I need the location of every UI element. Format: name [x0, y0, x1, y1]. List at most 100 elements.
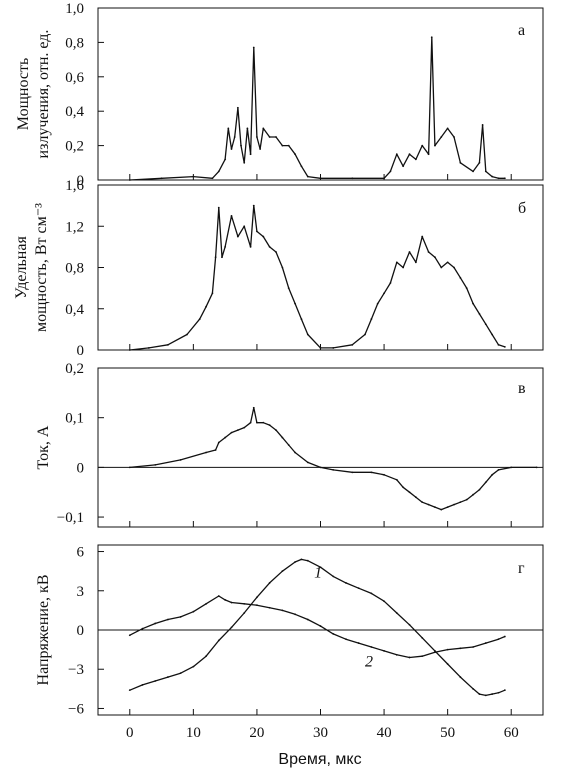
data-point	[167, 343, 169, 346]
data-point	[446, 506, 449, 509]
data-point	[383, 292, 385, 295]
data-point	[383, 177, 385, 180]
data-point	[370, 592, 373, 595]
x-tick-label: 30	[313, 725, 328, 741]
data-point	[294, 561, 296, 563]
data-point	[128, 466, 131, 469]
data-point	[287, 287, 290, 290]
data-point	[453, 136, 455, 138]
data-point	[421, 144, 424, 147]
data-point	[332, 347, 335, 349]
y-tick-label: 0,1	[65, 411, 84, 427]
x-axis-label: Время, мкс	[278, 751, 361, 768]
y-axis-label: излучения, отн. ед.	[35, 30, 52, 159]
data-point	[141, 684, 144, 686]
data-point	[268, 582, 271, 584]
panel-letter: в	[518, 380, 526, 397]
data-point	[434, 651, 436, 654]
y-axis-label: Напряжение, кВ	[35, 575, 52, 686]
data-point	[535, 466, 538, 469]
series-line-2	[129, 595, 506, 659]
data-point	[154, 622, 157, 625]
data-point	[306, 461, 309, 464]
x-tick-label: 50	[440, 725, 455, 741]
data-point	[446, 261, 449, 264]
data-point	[503, 177, 506, 180]
data-point	[484, 170, 487, 173]
series-line-1	[129, 36, 505, 181]
data-point	[205, 451, 207, 454]
data-point	[147, 347, 150, 349]
y-tick-label: 0,4	[65, 104, 84, 120]
data-point	[421, 655, 424, 658]
data-point	[224, 599, 227, 601]
data-point	[262, 127, 265, 130]
panel-1: 0 0,2 0,4 0,6 0,8 1,0 а Мощность излучения, отн.…	[15, 1, 544, 189]
data-point	[243, 225, 246, 228]
data-point	[179, 459, 182, 461]
data-point	[427, 251, 430, 253]
data-point	[465, 498, 468, 501]
data-point	[294, 613, 296, 616]
data-point	[319, 347, 322, 349]
data-point	[484, 323, 487, 326]
data-point	[268, 606, 271, 609]
data-point	[281, 570, 284, 573]
panel-letter: г	[518, 560, 525, 577]
data-point	[484, 694, 487, 697]
y-tick-label: 6	[77, 545, 85, 561]
plot-frame	[97, 367, 544, 528]
y-tick-label: 0	[77, 623, 85, 639]
data-point	[319, 625, 322, 627]
data-point	[402, 165, 405, 168]
data-point	[478, 161, 481, 164]
data-point	[402, 266, 405, 269]
data-point	[128, 179, 131, 181]
data-point	[256, 421, 258, 424]
data-point	[383, 650, 385, 652]
data-point	[300, 165, 303, 168]
data-point	[319, 466, 322, 469]
data-point	[408, 251, 411, 253]
data-point	[243, 161, 246, 164]
data-point	[472, 646, 474, 648]
data-point	[472, 170, 474, 173]
data-point	[427, 153, 430, 156]
data-point	[497, 177, 500, 180]
data-point	[357, 587, 360, 590]
data-point	[224, 436, 227, 439]
y-axis-label: Мощность	[15, 58, 32, 131]
data-point	[306, 175, 309, 178]
y-tick-label: 1,6	[65, 178, 84, 194]
data-point	[395, 653, 398, 656]
data-point	[306, 618, 309, 621]
data-point	[268, 424, 271, 427]
data-point	[503, 635, 506, 638]
y-axis-label: Удельная	[13, 236, 30, 299]
data-point	[459, 501, 462, 504]
data-point	[128, 689, 131, 692]
curve-label-2: 2	[365, 654, 373, 671]
data-point	[408, 153, 411, 156]
data-point	[351, 177, 354, 180]
data-point	[230, 148, 233, 150]
y-tick-label: 1,2	[65, 219, 84, 235]
y-tick-label: −3	[68, 662, 84, 678]
data-point	[205, 655, 207, 658]
data-point	[484, 642, 487, 644]
data-point	[395, 612, 398, 614]
data-point	[128, 349, 131, 351]
data-point	[252, 46, 255, 49]
data-point	[389, 170, 392, 173]
data-point	[395, 153, 398, 156]
data-point	[160, 177, 163, 180]
data-point	[497, 343, 500, 346]
data-point	[472, 687, 474, 690]
data-point	[319, 566, 322, 569]
data-point	[230, 626, 233, 629]
panel-2: 0 0,4 0,8 1,2 1,6 б Удельная мощность, Вт см⁻³	[13, 178, 544, 359]
x-tick-label: 40	[377, 725, 392, 741]
data-point	[294, 302, 296, 305]
data-point	[275, 251, 277, 253]
